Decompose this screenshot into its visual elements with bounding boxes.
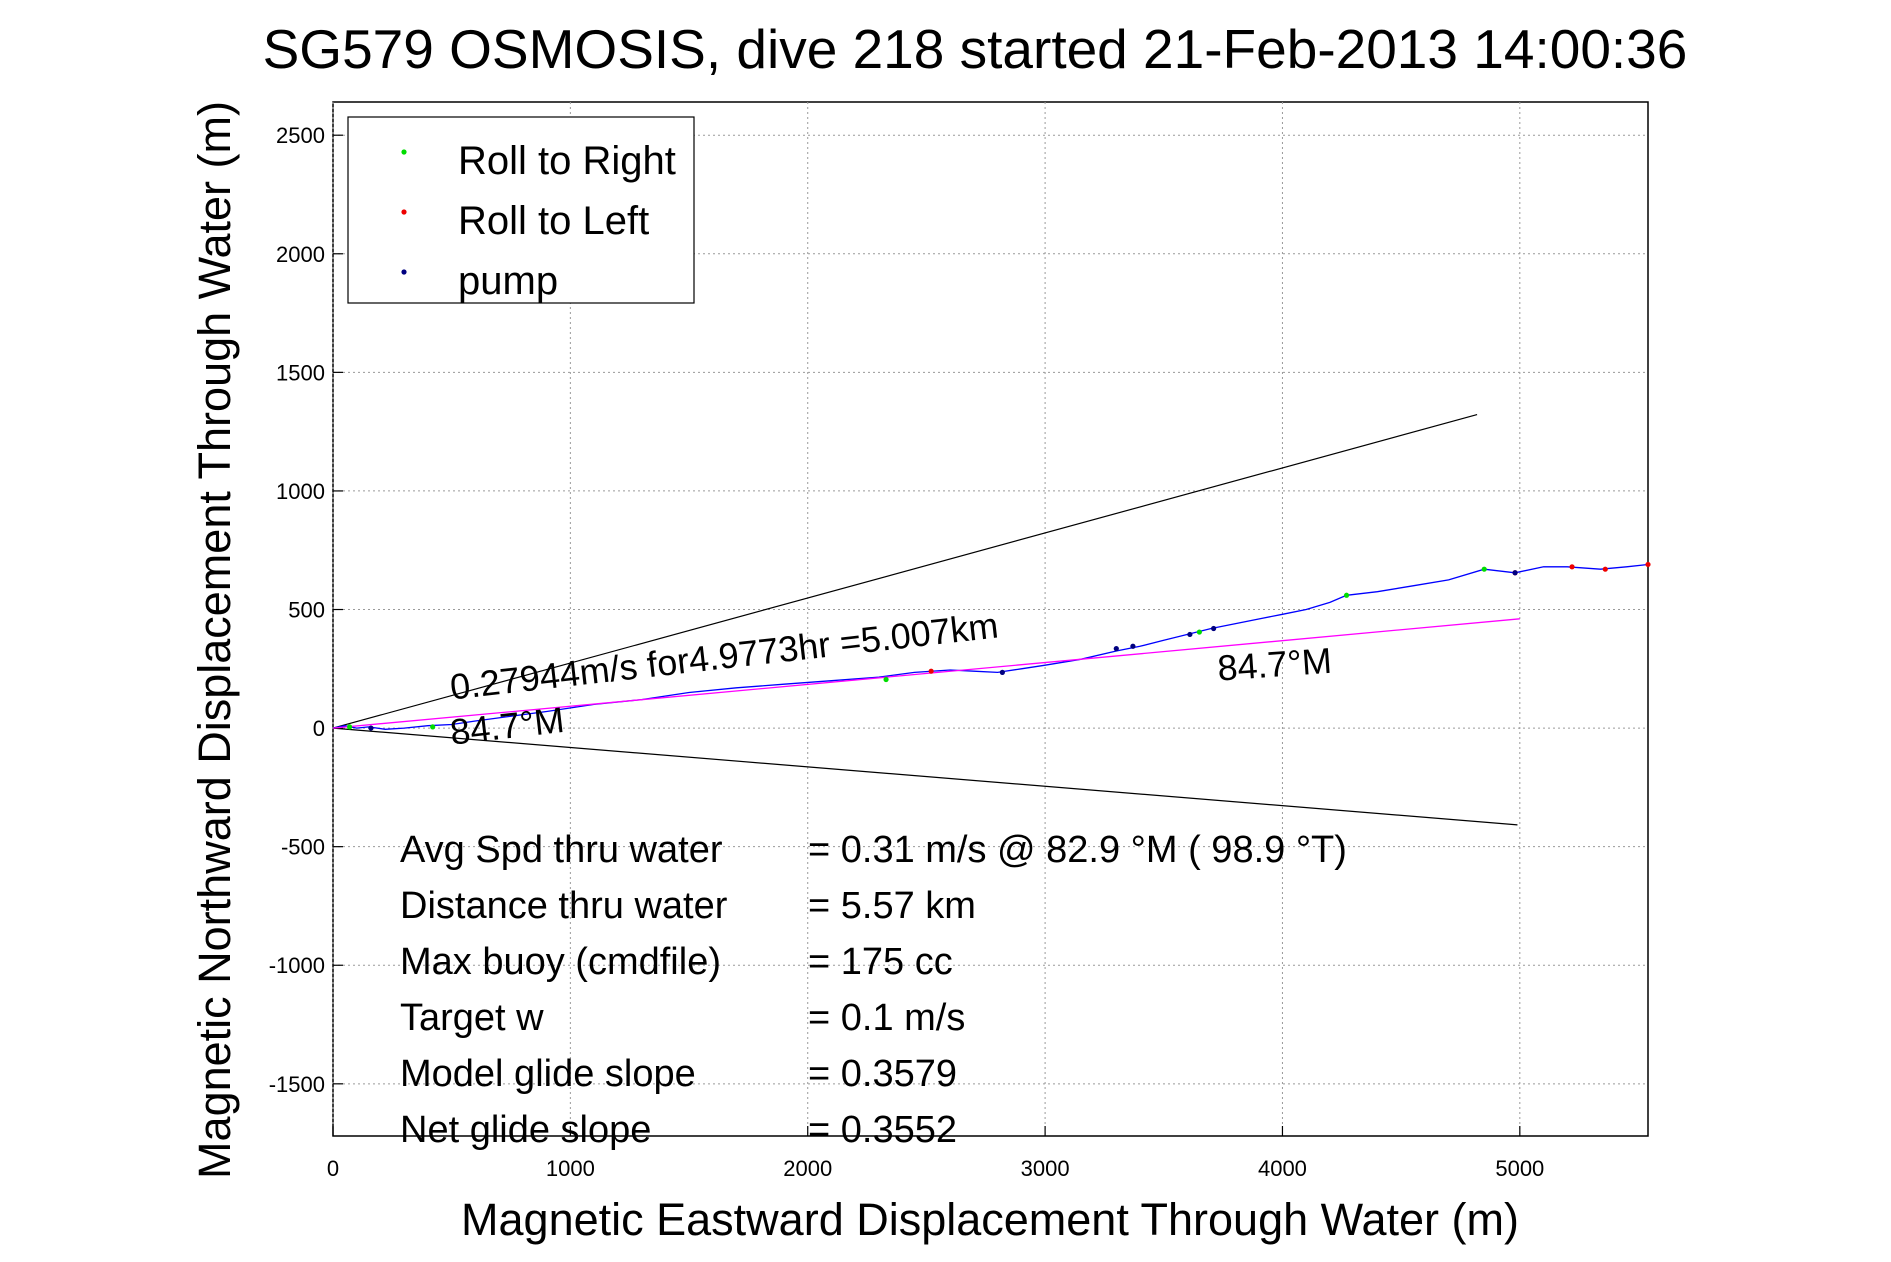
grid-lines [332, 102, 1648, 1136]
x-tick-label: 1000 [546, 1156, 595, 1181]
y-axis-label: Magnetic Northward Displacement Through … [189, 101, 240, 1179]
legend-marker [401, 269, 407, 275]
roll-left-marker [1602, 566, 1608, 572]
chart-title: SG579 OSMOSIS, dive 218 started 21-Feb-2… [263, 18, 1688, 80]
legend: Roll to Right Roll to Left pump [347, 116, 695, 304]
annotation-text: 84.7°M [1216, 640, 1333, 689]
pump-marker [368, 725, 374, 731]
roll-right-marker [1196, 629, 1202, 635]
x-axis-label: Magnetic Eastward Displacement Through W… [461, 1194, 1519, 1245]
x-tick-label: 0 [327, 1156, 339, 1181]
roll-left-marker [928, 668, 934, 674]
roll-right-marker [1481, 566, 1487, 572]
y-axis-ticks: -1500 -1000 -500 0 500 1000 1500 2000 2500 [269, 123, 343, 1097]
series-lines [332, 563, 1649, 730]
summary-block: Avg Spd thru water = 0.31 m/s @ 82.9 °M (… [400, 829, 1347, 1151]
roll-right-marker [430, 724, 436, 730]
roll-right-marker [1343, 592, 1350, 598]
legend-marker [401, 149, 407, 155]
reference-line [332, 727, 1518, 826]
summary-label: Target w [400, 997, 544, 1039]
summary-label: Max buoy (cmdfile) [400, 941, 721, 983]
pump-marker [1512, 570, 1518, 576]
legend-marker [401, 209, 407, 215]
reference-lines [332, 413, 1518, 826]
series-line [332, 563, 1649, 730]
y-tick-label: -500 [281, 835, 325, 860]
y-tick-label: -1500 [269, 1072, 325, 1097]
y-tick-label: 2000 [276, 242, 325, 267]
summary-value: = 0.31 m/s @ 82.9 °M ( 98.9 °T) [808, 829, 1347, 871]
summary-value: = 5.57 km [808, 885, 976, 927]
y-tick-label: 500 [288, 598, 325, 623]
x-tick-label: 4000 [1258, 1156, 1307, 1181]
summary-label: Net glide slope [400, 1109, 651, 1151]
legend-label: pump [458, 259, 558, 303]
pump-marker [1187, 631, 1193, 638]
legend-label: Roll to Left [458, 199, 649, 243]
y-tick-label: 0 [313, 716, 325, 741]
series-line [332, 618, 1520, 729]
summary-label: Model glide slope [400, 1053, 696, 1095]
roll-left-marker [1645, 561, 1651, 568]
x-tick-label: 5000 [1495, 1156, 1544, 1181]
y-tick-label: 1000 [276, 479, 325, 504]
legend-label: Roll to Right [458, 139, 676, 183]
summary-label: Avg Spd thru water [400, 829, 723, 871]
pump-marker [1211, 625, 1217, 632]
summary-value: = 0.3552 [808, 1109, 957, 1151]
roll-right-marker [883, 676, 889, 683]
pump-marker [1130, 643, 1136, 649]
pump-marker [1113, 646, 1119, 652]
marker-points [347, 561, 1651, 731]
summary-value: = 0.1 m/s [808, 997, 965, 1039]
summary-value: = 0.3579 [808, 1053, 957, 1095]
reference-line [332, 413, 1478, 729]
y-tick-label: -1000 [269, 953, 325, 978]
roll-left-marker [1569, 564, 1575, 570]
summary-value: = 175 cc [808, 941, 953, 983]
roll-right-marker [347, 724, 353, 730]
summary-label: Distance thru water [400, 885, 728, 927]
y-tick-label: 2500 [276, 123, 325, 148]
pump-marker [999, 669, 1005, 675]
x-axis-ticks: 0 1000 2000 3000 4000 5000 [327, 1126, 1544, 1181]
y-tick-label: 1500 [276, 360, 325, 385]
x-tick-label: 2000 [783, 1156, 832, 1181]
x-tick-label: 3000 [1021, 1156, 1070, 1181]
